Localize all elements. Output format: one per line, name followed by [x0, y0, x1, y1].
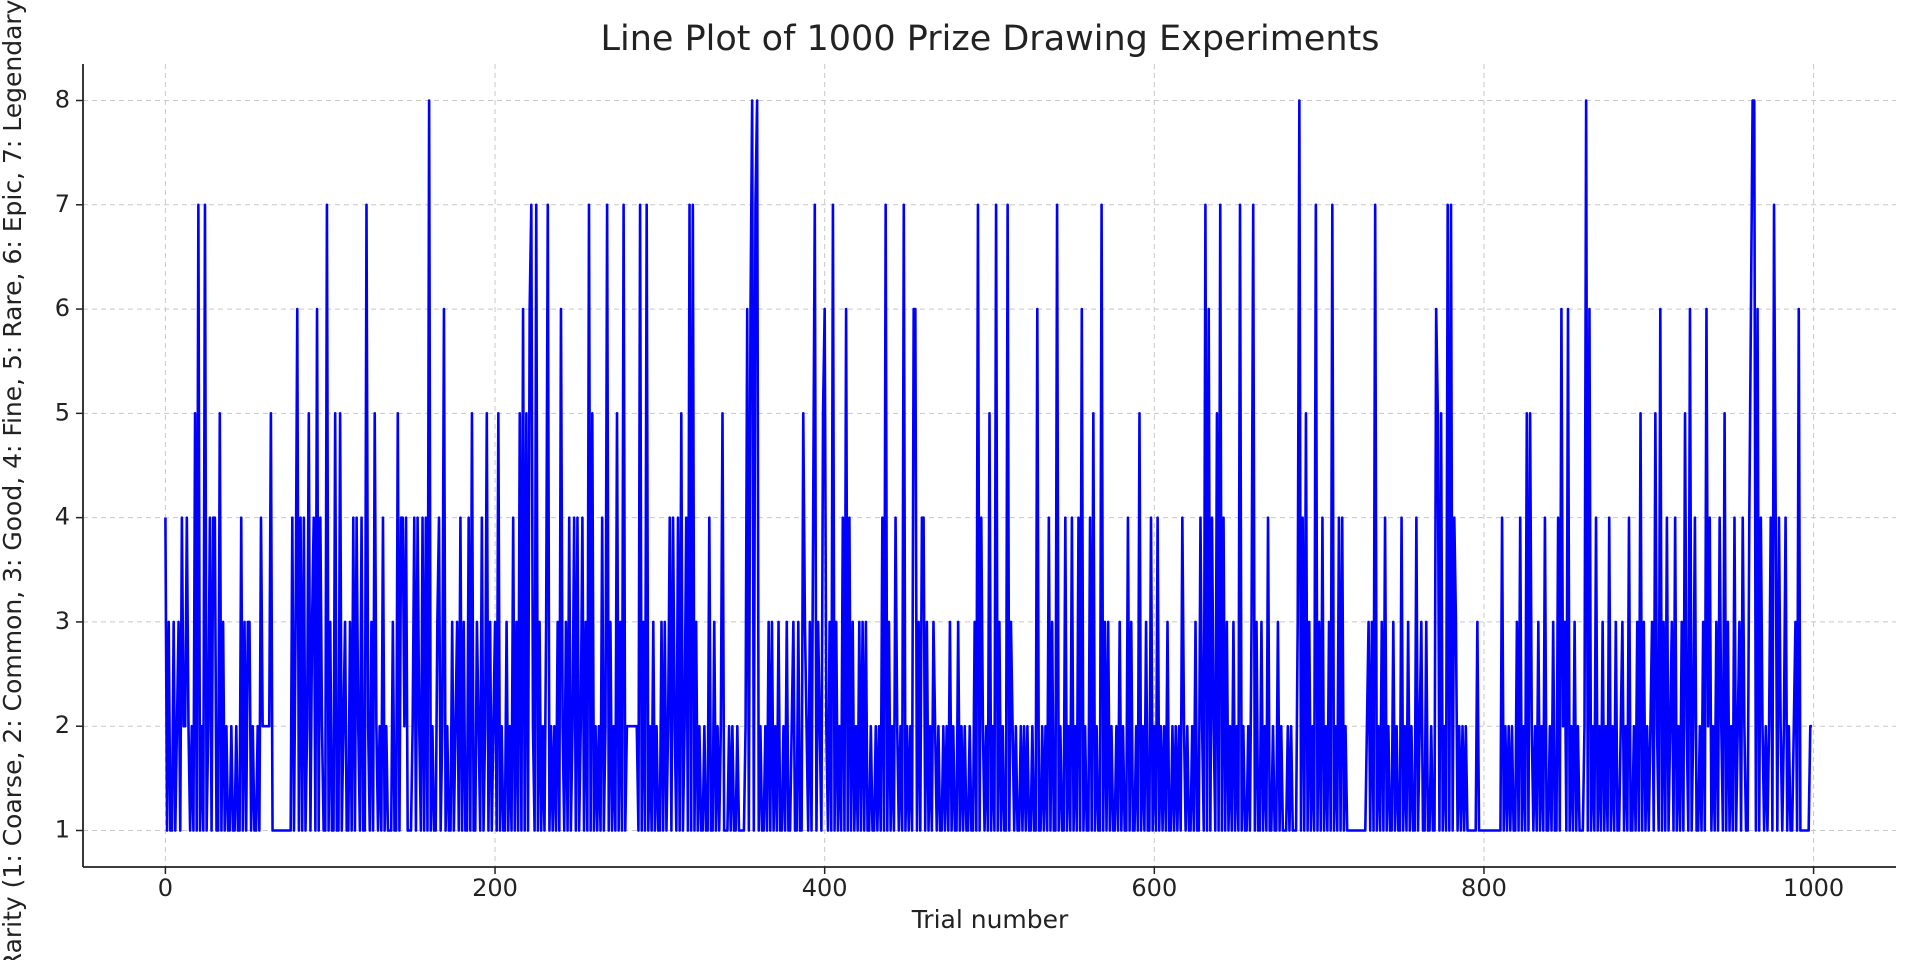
y-tick-label: 2: [55, 711, 70, 739]
x-tick-label: 600: [1131, 874, 1177, 902]
y-tick-label: 1: [55, 816, 70, 844]
x-tick-label: 0: [158, 874, 173, 902]
data-line: [164, 99, 1812, 832]
x-tick-label: 1000: [1783, 874, 1844, 902]
y-tick-label: 8: [55, 86, 70, 114]
y-tick-label: 4: [55, 503, 70, 531]
y-tick-label: 7: [55, 190, 70, 218]
y-tick-label: 5: [55, 398, 70, 426]
y-axis-label: Rarity (1: Coarse, 2: Common, 3: Good, 4…: [0, 0, 27, 960]
y-tick-label: 3: [55, 607, 70, 635]
chart-title: Line Plot of 1000 Prize Drawing Experime…: [601, 19, 1380, 59]
x-tick-label: 200: [472, 874, 518, 902]
y-tick-label: 6: [55, 294, 70, 322]
x-tick-label: 800: [1461, 874, 1507, 902]
x-axis-label: Trial number: [911, 905, 1069, 934]
x-tick-label: 400: [802, 874, 848, 902]
